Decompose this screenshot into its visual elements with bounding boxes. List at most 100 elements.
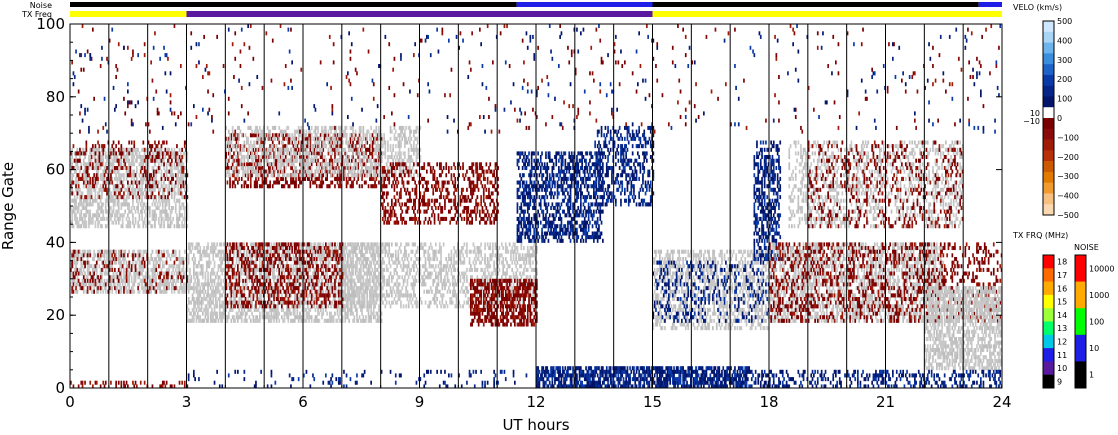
scatter-cell bbox=[99, 267, 102, 272]
scatter-cell bbox=[218, 300, 221, 305]
scatter-cell bbox=[104, 260, 107, 265]
scatter-cell bbox=[117, 169, 120, 174]
scatter-cell bbox=[123, 267, 125, 272]
scatter-cell bbox=[145, 286, 147, 291]
scatter-cell bbox=[127, 184, 129, 189]
scatter-cell bbox=[193, 307, 195, 312]
scatter-cells bbox=[70, 24, 1003, 389]
scatter-cell bbox=[116, 216, 119, 221]
scatter-cell bbox=[199, 293, 202, 298]
scatter-cell bbox=[319, 260, 322, 265]
scatter-cell bbox=[260, 267, 262, 272]
scatter-cell bbox=[168, 147, 171, 152]
scatter-cell bbox=[217, 253, 220, 258]
scatter-cell bbox=[312, 264, 314, 269]
scatter-cell bbox=[181, 176, 183, 181]
scatter-cell bbox=[165, 169, 168, 174]
scatter-cell bbox=[71, 155, 73, 160]
scatter-cell bbox=[136, 271, 138, 276]
scatter-cell bbox=[106, 176, 108, 181]
scatter-cell bbox=[218, 242, 221, 247]
scatter-cell bbox=[211, 318, 213, 323]
scatter-cell bbox=[95, 147, 98, 152]
scatter-cell bbox=[189, 242, 191, 247]
scatter-cell bbox=[215, 300, 217, 305]
scatter-cell bbox=[112, 166, 115, 171]
scatter-cell bbox=[132, 257, 134, 262]
scatter-cell bbox=[99, 278, 102, 283]
scatter-cell bbox=[84, 282, 86, 287]
scatter-cell bbox=[108, 158, 111, 163]
scatter-cell bbox=[156, 151, 159, 156]
scatter-cell bbox=[334, 242, 336, 247]
scatter-cell bbox=[114, 286, 116, 291]
scatter-cell bbox=[216, 253, 218, 258]
scatter-cell bbox=[187, 275, 190, 280]
scatter-cell bbox=[237, 304, 239, 309]
scatter-cell bbox=[129, 151, 132, 156]
scatter-cell bbox=[244, 271, 247, 276]
scatter-cell bbox=[158, 155, 160, 160]
scatter-cell bbox=[77, 271, 80, 276]
scatter-cell bbox=[99, 249, 102, 254]
scatter-cell bbox=[257, 289, 260, 294]
scatter-cell bbox=[86, 289, 89, 294]
scatter-cell bbox=[76, 267, 79, 272]
scatter-cell bbox=[121, 257, 124, 262]
scatter-cell bbox=[88, 216, 90, 221]
scatter-cell bbox=[145, 184, 147, 189]
scatter-cell bbox=[282, 286, 284, 291]
scatter-cell bbox=[335, 304, 338, 309]
scatter-cell bbox=[127, 187, 129, 192]
scatter-cell bbox=[309, 180, 312, 185]
scatter-cell bbox=[163, 289, 165, 294]
scatter-cell bbox=[141, 180, 143, 185]
scatter-cell bbox=[222, 249, 225, 254]
scatter-cell bbox=[336, 253, 339, 258]
scatter-cell bbox=[154, 140, 156, 145]
scatter-cell bbox=[358, 315, 361, 320]
scatter-cell bbox=[117, 176, 120, 181]
scatter-cell bbox=[306, 304, 309, 309]
scatter-cell bbox=[186, 311, 189, 316]
scatter-cell bbox=[139, 169, 142, 174]
scatter-cell bbox=[73, 198, 76, 203]
scatter-cell bbox=[75, 176, 77, 181]
scatter-cell bbox=[178, 169, 181, 174]
scatter-cell bbox=[80, 213, 83, 218]
scatter-cell bbox=[330, 278, 332, 283]
scatter-cell bbox=[138, 224, 141, 229]
scatter-cell bbox=[204, 297, 207, 302]
scatter-cell bbox=[336, 318, 339, 323]
scatter-cell bbox=[125, 202, 128, 207]
scatter-cell bbox=[94, 155, 97, 160]
scatter-cell bbox=[249, 304, 252, 309]
scatter-cell bbox=[114, 282, 116, 287]
scatter-cell bbox=[138, 180, 141, 185]
scatter-cell bbox=[136, 180, 138, 185]
scatter-cell bbox=[305, 289, 308, 294]
scatter-cell bbox=[151, 249, 154, 254]
scatter-cell bbox=[101, 147, 103, 152]
scatter-cell bbox=[176, 198, 178, 203]
scatter-cell bbox=[111, 253, 114, 258]
scatter-cell bbox=[75, 260, 77, 265]
scatter-cell bbox=[180, 169, 182, 174]
scatter-cell bbox=[325, 307, 327, 312]
scatter-cell bbox=[300, 147, 303, 152]
scatter-cell bbox=[155, 260, 158, 265]
scatter-cell bbox=[115, 253, 117, 258]
scatter-cell bbox=[227, 267, 230, 272]
scatter-cell bbox=[117, 202, 120, 207]
scatter-cell bbox=[128, 264, 130, 269]
scatter-cell bbox=[190, 275, 193, 280]
scatter-cell bbox=[180, 282, 182, 287]
scatter-cell bbox=[147, 151, 150, 156]
scatter-cell bbox=[282, 176, 284, 181]
scatter-cell bbox=[309, 300, 312, 305]
scatter-cell bbox=[292, 304, 295, 309]
scatter-cell bbox=[360, 264, 362, 269]
scatter-cell bbox=[106, 166, 108, 171]
scatter-cell bbox=[207, 253, 209, 258]
scatter-cell bbox=[103, 173, 106, 178]
